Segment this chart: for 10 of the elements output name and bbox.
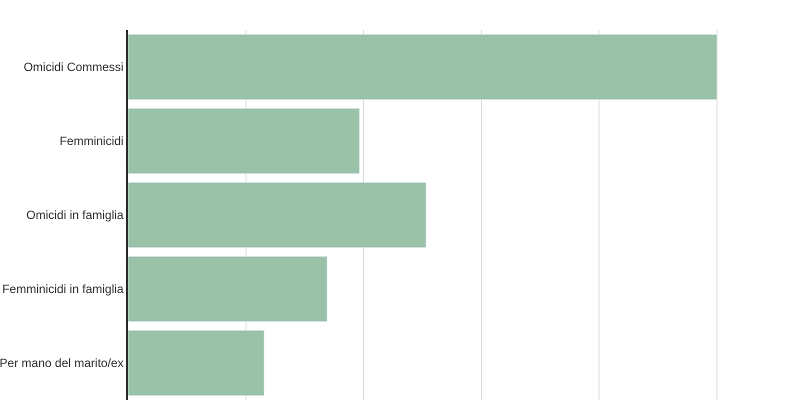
y-tick-label: Femminicidi in famiglia [2,282,124,296]
y-tick-label: Femminicidi [60,134,124,148]
y-tick-label: Per mano del marito/ex [0,356,124,370]
bar [128,108,360,174]
bar [128,256,328,322]
bar [128,182,426,248]
bar [128,34,718,100]
y-tick-label: Omicidi in famiglia [26,208,124,222]
bar [128,330,264,396]
y-tick-label: Omicidi Commessi [24,60,124,74]
